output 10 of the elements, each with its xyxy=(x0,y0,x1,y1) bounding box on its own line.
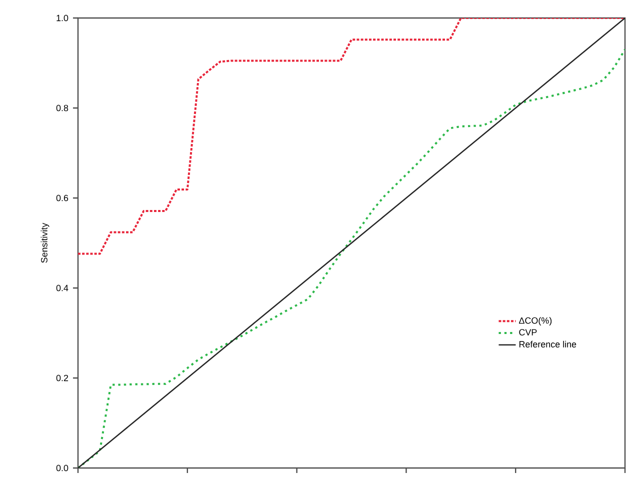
legend-label: Reference line xyxy=(519,340,576,348)
legend-label: ΔCO(%) xyxy=(518,317,552,326)
legend-label: CVP xyxy=(519,329,537,336)
y-axis-title: Sensitivity xyxy=(40,222,50,263)
y-tick-label: 0.8 xyxy=(56,104,68,112)
y-tick-label: 0.6 xyxy=(56,194,68,202)
y-tick-label: 0.4 xyxy=(56,284,68,292)
y-tick-label: 0.2 xyxy=(56,374,68,382)
y-tick-label: 1.0 xyxy=(56,14,68,22)
y-tick-label: 0.0 xyxy=(56,464,68,472)
